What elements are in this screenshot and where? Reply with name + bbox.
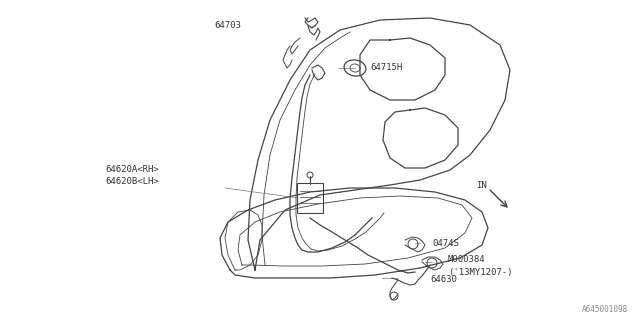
Text: 64620B<LH>: 64620B<LH> [105,178,159,187]
Text: 64715H: 64715H [370,63,403,73]
Text: A645001098: A645001098 [582,306,628,315]
Text: 64703: 64703 [214,20,241,29]
Text: 64620A<RH>: 64620A<RH> [105,165,159,174]
Text: 64630: 64630 [430,276,457,284]
Text: IN: IN [476,180,487,189]
Text: 0474S: 0474S [432,238,459,247]
Text: M000384: M000384 [448,255,486,265]
Text: ('13MY1207-): ('13MY1207-) [448,268,513,276]
